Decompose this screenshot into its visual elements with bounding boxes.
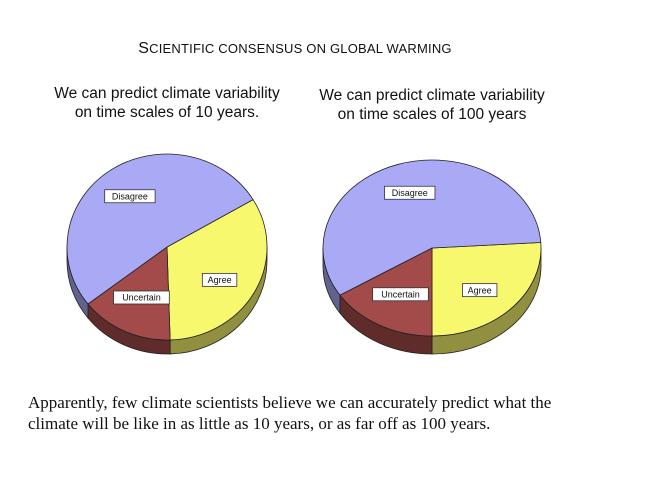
page-title: SCIENTIFIC CONSENSUS ON GLOBAL WARMING [0, 40, 590, 58]
pie-slice-disagree [322, 159, 542, 296]
slice-label-box-disagree [384, 185, 436, 200]
slice-label-box-uncertain [113, 290, 170, 305]
slice-label-box-agree [462, 283, 498, 298]
chart-1-title: We can predict climate variability on ti… [54, 85, 280, 121]
pie-chart-10-years: Agree Uncertain Disagree [66, 153, 268, 355]
slice-label-box-agree [201, 272, 238, 287]
pie-chart-100-years: Agree Uncertain Disagree [322, 159, 542, 355]
title-initial: S [138, 40, 150, 57]
slice-label-uncertain: Uncertain [122, 293, 161, 303]
pie-slice-agree [166, 199, 268, 341]
slice-label-disagree: Disagree [392, 188, 428, 198]
slice-label-box-disagree [104, 189, 156, 204]
slice-label-agree: Agree [208, 275, 232, 285]
title-rest: CIENTIFIC CONSENSUS ON GLOBAL WARMING [149, 41, 452, 56]
slice-label-agree: Agree [468, 285, 492, 295]
slice-label-disagree: Disagree [112, 191, 148, 201]
slice-label-box-uncertain [372, 287, 429, 302]
chart-2-title: We can predict climate variability on ti… [319, 87, 545, 123]
caption-text: Apparently, few climate scientists belie… [28, 393, 552, 433]
slice-label-uncertain: Uncertain [381, 289, 420, 299]
